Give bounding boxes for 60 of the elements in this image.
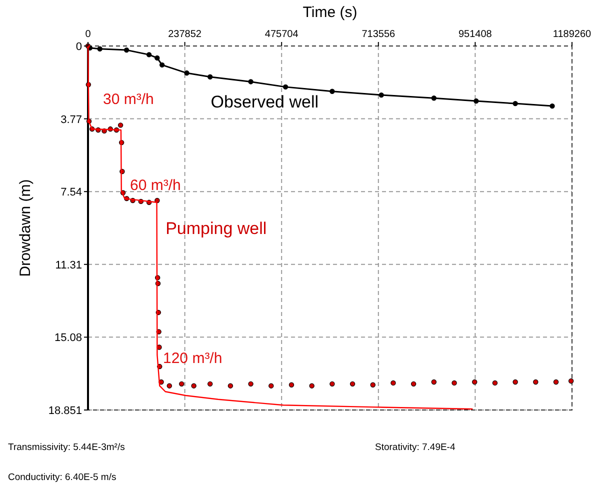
point — [550, 103, 555, 109]
point — [390, 380, 396, 386]
series-label: Pumping well — [166, 219, 267, 238]
point — [492, 380, 498, 386]
x-tick-label: 475704 — [264, 29, 299, 40]
point — [154, 55, 160, 61]
point — [370, 382, 376, 388]
point — [431, 379, 437, 385]
point — [431, 96, 437, 101]
point — [330, 88, 335, 94]
point — [179, 381, 184, 387]
point — [512, 100, 518, 106]
series-label: Observed well — [210, 92, 319, 112]
text: Storativity: 7.49E-4 — [375, 442, 456, 453]
y-tick-label: 11.31 — [55, 259, 82, 272]
point — [248, 381, 254, 387]
annotation: 60 m³/h — [130, 177, 181, 194]
point — [378, 92, 384, 98]
point — [166, 383, 172, 388]
x-tick-label: 951408 — [458, 29, 492, 40]
point — [184, 70, 190, 76]
x-tick-label: 0 — [85, 29, 92, 40]
point — [533, 379, 538, 385]
point — [330, 381, 335, 387]
y-tick-label: 3.77 — [60, 114, 82, 126]
y-tick-label: 0 — [76, 41, 82, 53]
y-axis-title: Drowdawn (m) — [17, 179, 34, 277]
y-tick-label: 7.54 — [60, 186, 82, 199]
point — [568, 378, 574, 384]
x-tick-label: 237852 — [168, 29, 202, 40]
y-tick-label: 18.851 — [48, 405, 82, 417]
y-tick-label: 15.08 — [54, 332, 82, 344]
point — [512, 379, 518, 385]
text: Transmissivity: 5.44E-3m²/s — [8, 442, 126, 453]
x-tick-label: 713556 — [362, 29, 396, 40]
point — [146, 52, 152, 58]
text: Conductivity: 6.40E-5 m/s — [8, 472, 116, 483]
point — [282, 84, 288, 90]
annotation: 120 m³/h — [163, 350, 222, 367]
point — [191, 383, 196, 388]
point — [248, 79, 254, 84]
point — [207, 381, 213, 387]
point — [410, 381, 416, 387]
point — [452, 380, 457, 386]
point — [207, 74, 213, 80]
point — [124, 47, 130, 53]
point — [474, 98, 479, 104]
x-axis-title: Time (s) — [302, 4, 358, 21]
x-tick-label: 1189260 — [552, 29, 592, 40]
point — [350, 381, 356, 387]
point — [97, 46, 102, 52]
annotation: 30 m³/h — [103, 91, 154, 108]
point — [159, 62, 165, 68]
point — [553, 379, 559, 385]
point — [228, 383, 234, 388]
point — [268, 383, 274, 388]
point — [309, 383, 314, 388]
point — [472, 379, 478, 385]
point — [288, 382, 294, 388]
point — [118, 122, 124, 128]
